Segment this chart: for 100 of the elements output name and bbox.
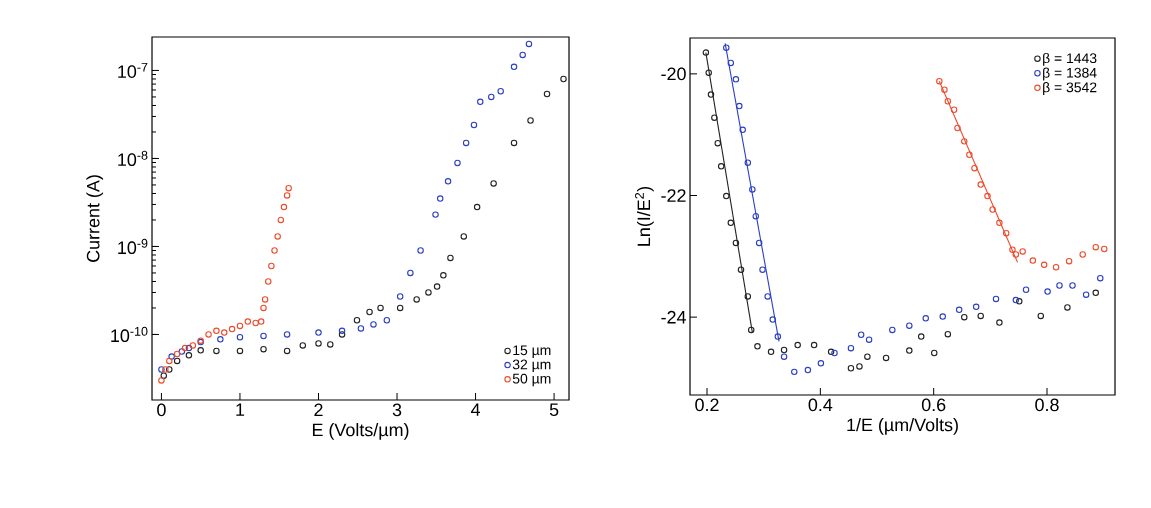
point	[197, 347, 204, 354]
point	[944, 330, 952, 338]
point	[889, 326, 896, 334]
point	[984, 192, 991, 200]
point	[510, 139, 518, 147]
point	[794, 341, 801, 349]
point	[930, 349, 938, 357]
y-tick-label: 10$^{-7}$	[118, 62, 148, 78]
point	[749, 186, 756, 193]
point	[162, 366, 169, 373]
point	[396, 293, 404, 300]
point	[158, 366, 165, 373]
point	[1097, 274, 1104, 282]
point	[1022, 286, 1030, 294]
point	[1009, 246, 1016, 253]
x-axis-title: 1/E (µm/Volts)	[847, 418, 958, 435]
point	[168, 353, 175, 360]
y-tick-label: 10$^{-10}$	[111, 326, 148, 343]
point	[283, 331, 291, 338]
point	[705, 69, 712, 76]
point	[1040, 261, 1048, 269]
point	[236, 322, 244, 330]
x-tick-label: 2	[314, 403, 323, 417]
point	[736, 102, 743, 110]
point	[260, 332, 267, 340]
point	[462, 139, 470, 147]
point	[955, 306, 963, 314]
point	[519, 51, 526, 59]
point	[727, 219, 735, 227]
point	[166, 366, 173, 373]
x-tick-label: 4	[470, 403, 481, 416]
point	[473, 203, 481, 211]
point	[966, 151, 973, 159]
point	[996, 319, 1003, 326]
point	[327, 341, 334, 348]
point	[178, 348, 186, 355]
point	[236, 347, 244, 355]
point	[780, 346, 788, 354]
point	[847, 364, 855, 372]
point	[732, 76, 740, 83]
point	[989, 206, 996, 213]
point	[791, 368, 798, 376]
legend-label: 15 µm	[513, 345, 551, 358]
point	[1056, 282, 1063, 289]
point	[737, 266, 745, 273]
point	[370, 321, 377, 328]
point	[1082, 291, 1090, 298]
x-tick-label: 0.2	[695, 398, 719, 412]
point	[723, 192, 730, 200]
point	[447, 254, 454, 262]
point	[213, 347, 220, 355]
point	[972, 303, 980, 311]
point	[917, 333, 925, 340]
point	[804, 366, 812, 374]
point	[810, 341, 818, 349]
point	[315, 329, 322, 336]
point	[470, 121, 478, 129]
point	[759, 266, 766, 273]
y-tick-label: 10$^{-8}$	[118, 150, 148, 167]
x-tick-label: 1	[236, 403, 245, 416]
point	[277, 216, 285, 224]
point	[510, 63, 518, 71]
point	[280, 203, 288, 211]
point	[1092, 289, 1099, 297]
point	[488, 93, 495, 101]
point	[525, 40, 533, 48]
point	[497, 88, 504, 95]
y-axis-title: Ln(I/E$^{2}$)	[635, 186, 654, 246]
point	[767, 348, 775, 356]
point	[444, 178, 452, 185]
y-tick-label: -20	[661, 67, 686, 81]
point	[1029, 257, 1037, 264]
x-tick-label: 0.4	[808, 398, 833, 412]
point	[922, 315, 929, 322]
point	[996, 219, 1003, 227]
point	[274, 233, 281, 240]
y-tick-label: -22	[661, 189, 686, 202]
point	[425, 289, 432, 296]
point	[717, 163, 725, 170]
point	[221, 329, 228, 336]
point	[173, 357, 181, 365]
point	[864, 353, 871, 360]
point	[1065, 257, 1073, 265]
point	[353, 317, 361, 324]
point	[185, 352, 193, 359]
point	[769, 316, 776, 323]
point	[366, 308, 373, 316]
point	[847, 344, 855, 352]
point	[723, 44, 730, 51]
point	[440, 272, 447, 279]
point	[732, 239, 740, 247]
point	[166, 357, 173, 365]
x-axis-title: E (Volts/µm)	[312, 423, 409, 440]
point	[283, 192, 291, 199]
point	[173, 350, 181, 358]
point	[527, 117, 534, 124]
point	[436, 195, 444, 202]
point	[490, 180, 497, 187]
point	[217, 336, 224, 343]
point	[244, 318, 252, 325]
